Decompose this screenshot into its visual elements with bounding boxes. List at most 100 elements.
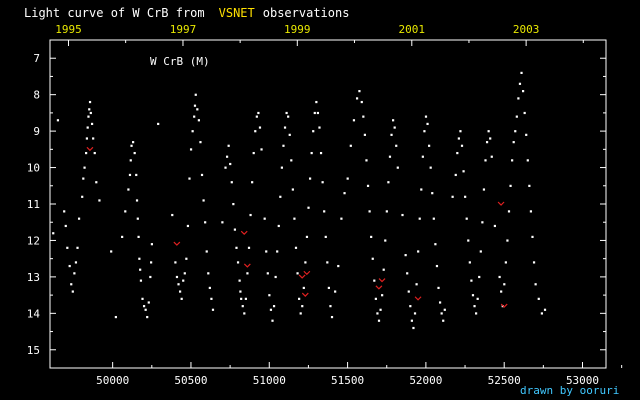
data-point (89, 111, 92, 115)
data-point (409, 305, 412, 308)
data-point (146, 315, 149, 319)
data-point (520, 71, 523, 74)
data-point (511, 159, 514, 162)
data-point (525, 133, 528, 136)
data-point (85, 151, 88, 155)
data-point (88, 100, 92, 104)
data-point (230, 181, 233, 184)
data-point (258, 126, 262, 129)
title-suffix: observations (263, 6, 350, 20)
data-point (313, 111, 316, 115)
data-point (182, 279, 185, 282)
y-tick-label: 8 (33, 89, 40, 102)
data-point (224, 166, 227, 169)
upper-limit-marker (301, 292, 309, 297)
data-point (150, 243, 154, 246)
data-point (207, 272, 210, 275)
data-point (523, 111, 526, 115)
x-top-tick-label: 1997 (170, 23, 197, 36)
data-point (384, 239, 387, 242)
data-point (268, 294, 271, 297)
data-point (283, 126, 287, 129)
data-point (249, 213, 252, 217)
data-point (382, 268, 385, 271)
data-point (186, 224, 190, 228)
data-point (177, 283, 180, 286)
data-point (137, 235, 140, 238)
data-point (83, 166, 86, 169)
data-point (390, 133, 393, 136)
data-point (528, 184, 531, 187)
data-point (185, 257, 188, 260)
data-point (174, 261, 177, 264)
data-point (193, 104, 197, 107)
data-point (197, 119, 200, 122)
data-point (424, 115, 428, 118)
data-point (490, 155, 493, 158)
data-point (252, 151, 255, 155)
data-point (178, 290, 182, 293)
data-point (232, 203, 235, 206)
data-point (211, 308, 215, 311)
data-point (74, 261, 78, 264)
upper-limit-marker (240, 230, 248, 236)
data-point (135, 173, 138, 177)
data-point (240, 297, 243, 300)
data-point (221, 221, 224, 224)
data-point (93, 151, 96, 155)
data-point (473, 305, 476, 308)
data-point (63, 210, 66, 213)
y-tick-label: 9 (33, 125, 40, 138)
data-point (493, 224, 496, 228)
x-tick-label: 50500 (174, 374, 207, 387)
data-point (241, 305, 244, 308)
data-point (413, 312, 417, 315)
data-point (540, 312, 543, 315)
data-point (210, 297, 213, 300)
data-point (85, 137, 89, 140)
data-point (471, 294, 475, 297)
data-point (438, 301, 442, 304)
data-point (243, 312, 246, 315)
data-point (489, 137, 492, 140)
data-point (487, 130, 490, 133)
data-point (95, 181, 98, 184)
data-point (233, 228, 237, 231)
data-point (346, 177, 349, 180)
data-point (272, 305, 276, 308)
data-point (504, 261, 507, 264)
data-point (52, 232, 55, 235)
data-point (537, 297, 540, 300)
data-point (404, 254, 407, 257)
data-point (73, 272, 76, 275)
data-point (277, 224, 280, 228)
data-point (260, 148, 263, 151)
data-point (529, 210, 533, 213)
data-point (305, 235, 309, 238)
data-point (457, 137, 460, 140)
data-point (121, 235, 124, 238)
data-point (349, 144, 352, 147)
upper-limit-marker (497, 201, 505, 206)
data-point (334, 290, 337, 293)
data-point (454, 173, 457, 177)
title-prefix: Light curve of W CrB from (24, 6, 205, 20)
data-point (396, 166, 399, 169)
data-point (194, 93, 197, 96)
data-point (451, 195, 454, 198)
data-point (301, 305, 304, 308)
data-point (323, 210, 326, 213)
data-point (420, 188, 423, 191)
axes: 50000 50500 51000 51500 52000 52500 53000 1995 1… (27, 23, 623, 387)
data-point (302, 286, 305, 290)
data-point (475, 312, 478, 315)
data-point (412, 326, 415, 330)
data-point (196, 108, 199, 111)
data-point (365, 159, 368, 162)
data-point (337, 264, 340, 268)
data-point (418, 217, 421, 220)
data-point (401, 213, 404, 217)
data-point (423, 130, 426, 133)
data-point (279, 195, 282, 198)
data-point (388, 155, 392, 158)
